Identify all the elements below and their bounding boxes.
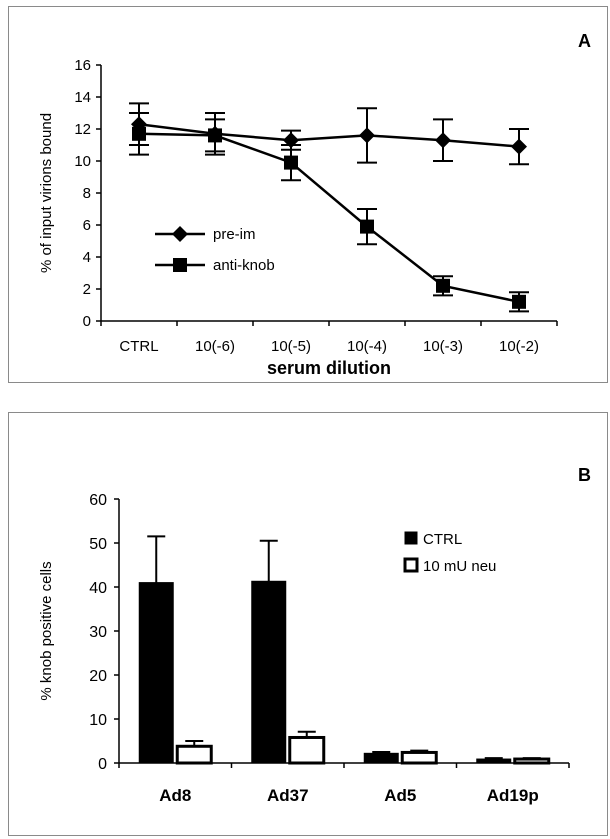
- bar-10-mU-neu: [288, 735, 326, 765]
- data-point-anti-knob: [360, 219, 374, 234]
- x-tick-label: 10(-3): [423, 338, 463, 355]
- y-tick-label: 10: [74, 153, 91, 170]
- x-tick-label: Ad5: [384, 786, 416, 805]
- legend-label: pre-im: [213, 226, 256, 243]
- bar-CTRL: [138, 582, 174, 764]
- y-tick-label: 20: [89, 668, 107, 685]
- x-tick-label: 10(-2): [499, 338, 539, 355]
- y-tick-label: 12: [74, 121, 91, 138]
- x-tick-label: Ad19p: [487, 786, 539, 805]
- data-point-pre-im: [511, 138, 527, 155]
- y-tick-label: 30: [89, 624, 107, 641]
- y-axis-title: % of input virions bound: [38, 113, 55, 273]
- bar-chart: B 0 10 20 30 40 50 60 Ad8 Ad37 Ad5 Ad19p % knob posi…: [38, 465, 591, 805]
- x-tick-label: Ad37: [267, 786, 309, 805]
- data-point-anti-knob: [284, 155, 298, 170]
- y-tick-label: 16: [74, 57, 91, 74]
- y-axis-title: % knob positive cells: [38, 561, 55, 700]
- y-tick-label: 6: [83, 217, 91, 234]
- series-line-anti-knob: [138, 132, 520, 304]
- data-point-anti-knob: [436, 278, 450, 293]
- chart-panel-b: B 0 10 20 30 40 50 60 Ad8 Ad37 Ad5 Ad19p % knob posi…: [8, 412, 608, 836]
- legend-marker: [172, 226, 188, 242]
- data-point-anti-knob: [208, 128, 222, 143]
- legend-label: anti-knob: [213, 257, 275, 274]
- x-tick-label: Ad8: [159, 786, 191, 805]
- y-tick-label: 2: [83, 281, 91, 298]
- series-line-pre-im: [138, 122, 520, 148]
- x-tick-label: 10(-4): [347, 338, 387, 355]
- data-point-pre-im: [435, 132, 451, 149]
- x-tick-label: 10(-6): [195, 338, 235, 355]
- bar-10-mU-neu: [513, 757, 551, 765]
- x-tick-label: CTRL: [119, 338, 158, 355]
- panel-label: B: [578, 465, 591, 485]
- y-tick-label: 8: [83, 185, 91, 202]
- y-tick-label: 4: [83, 249, 91, 266]
- bar-CTRL: [363, 752, 399, 764]
- line-chart: A 0 2 4 6 8 10 12 14 16 CTRL 10(-6) 10(-5) 10(-4) 10(-…: [38, 31, 591, 378]
- bar-10-mU-neu: [400, 750, 438, 765]
- y-tick-label: 40: [89, 580, 107, 597]
- legend-marker: [173, 258, 187, 272]
- legend-label: 10 mU neu: [423, 558, 496, 575]
- y-tick-label: 0: [83, 313, 91, 330]
- y-tick-label: 50: [89, 536, 107, 553]
- data-point-pre-im: [359, 127, 375, 144]
- y-tick-label: 60: [89, 492, 107, 509]
- bar-CTRL: [476, 758, 512, 764]
- x-axis-title: serum dilution: [267, 358, 391, 378]
- panel-label: A: [578, 31, 591, 51]
- y-tick-label: 14: [74, 89, 91, 106]
- data-point-anti-knob: [512, 294, 526, 309]
- legend-swatch: [404, 531, 418, 545]
- legend-swatch: [403, 557, 419, 573]
- y-tick-label: 0: [98, 756, 107, 773]
- y-tick-label: 10: [89, 712, 107, 729]
- x-tick-label: 10(-5): [271, 338, 311, 355]
- data-point-anti-knob: [132, 126, 146, 141]
- legend-label: CTRL: [423, 531, 462, 548]
- bar-10-mU-neu: [175, 744, 213, 765]
- chart-panel-a: A 0 2 4 6 8 10 12 14 16 CTRL 10(-6) 10(-5) 10(-4) 10(-…: [8, 6, 608, 383]
- bar-CTRL: [251, 580, 287, 764]
